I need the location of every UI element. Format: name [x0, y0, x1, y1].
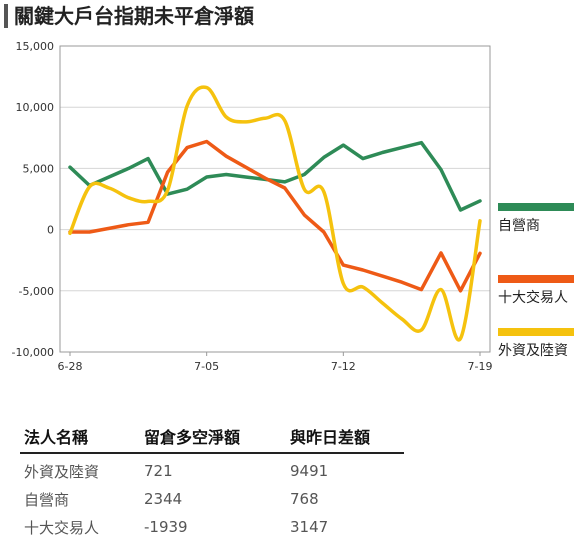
table-cell: 721 [144, 462, 173, 480]
series-line-1 [68, 139, 482, 293]
title-accent-bar [4, 4, 8, 28]
column-header: 與昨日差額 [286, 418, 404, 454]
table-cell: 3147 [290, 518, 329, 536]
y-tick-label: -10,000 [12, 346, 54, 359]
x-tick-label: 7-12 [331, 360, 356, 373]
series-line-2 [68, 85, 482, 342]
legend-item-foreign-investors: 外資及陸資 [498, 328, 574, 360]
table-row: 十大交易人 -1939 3147 [20, 510, 404, 538]
x-tick-label: 7-05 [194, 360, 219, 373]
series-line-0 [68, 140, 482, 212]
legend-item-top-ten-traders: 十大交易人 [498, 275, 574, 307]
table-cell: 2344 [144, 490, 183, 508]
table-cell: 自營商 [24, 490, 70, 509]
table-cell: 768 [290, 490, 319, 508]
y-tick-label: 10,000 [16, 101, 55, 114]
line-chart: 15,000 10,000 5,000 0 -5,000 -10,000 6-28 7-05 7… [12, 40, 493, 373]
legend-label: 十大交易人 [498, 290, 568, 306]
legend-label: 自營商 [498, 218, 540, 234]
legend-item-dealers: 自營商 [498, 203, 574, 235]
y-tick-label: 15,000 [16, 40, 55, 53]
table-header-row: 法人名稱 留倉多空淨額 與昨日差額 [20, 418, 404, 454]
table-cell: 外資及陸資 [24, 462, 100, 481]
table-cell: -1939 [144, 518, 188, 536]
legend-swatch [498, 203, 574, 211]
plot-frame [59, 45, 491, 353]
page-title: 關鍵大戶台指期未平倉淨額 [14, 4, 254, 28]
table-cell: 9491 [290, 462, 329, 480]
table-row: 外資及陸資 721 9491 [20, 453, 404, 482]
y-tick-label: 0 [47, 224, 54, 237]
legend-swatch [498, 328, 574, 336]
x-tick-label: 7-19 [468, 360, 493, 373]
x-tick-label: 6-28 [58, 360, 83, 373]
legend-swatch [498, 275, 574, 283]
column-header: 法人名稱 [20, 418, 140, 454]
column-header: 留倉多空淨額 [140, 418, 286, 454]
legend-label: 外資及陸資 [498, 343, 568, 359]
y-tick-label: 5,000 [23, 162, 55, 175]
table-row: 自營商 2344 768 [20, 482, 404, 510]
y-tick-label: -5,000 [19, 285, 54, 298]
table-cell: 十大交易人 [24, 518, 100, 537]
summary-table: 法人名稱 留倉多空淨額 與昨日差額 外資及陸資 721 9491 自營商 234… [20, 418, 404, 538]
